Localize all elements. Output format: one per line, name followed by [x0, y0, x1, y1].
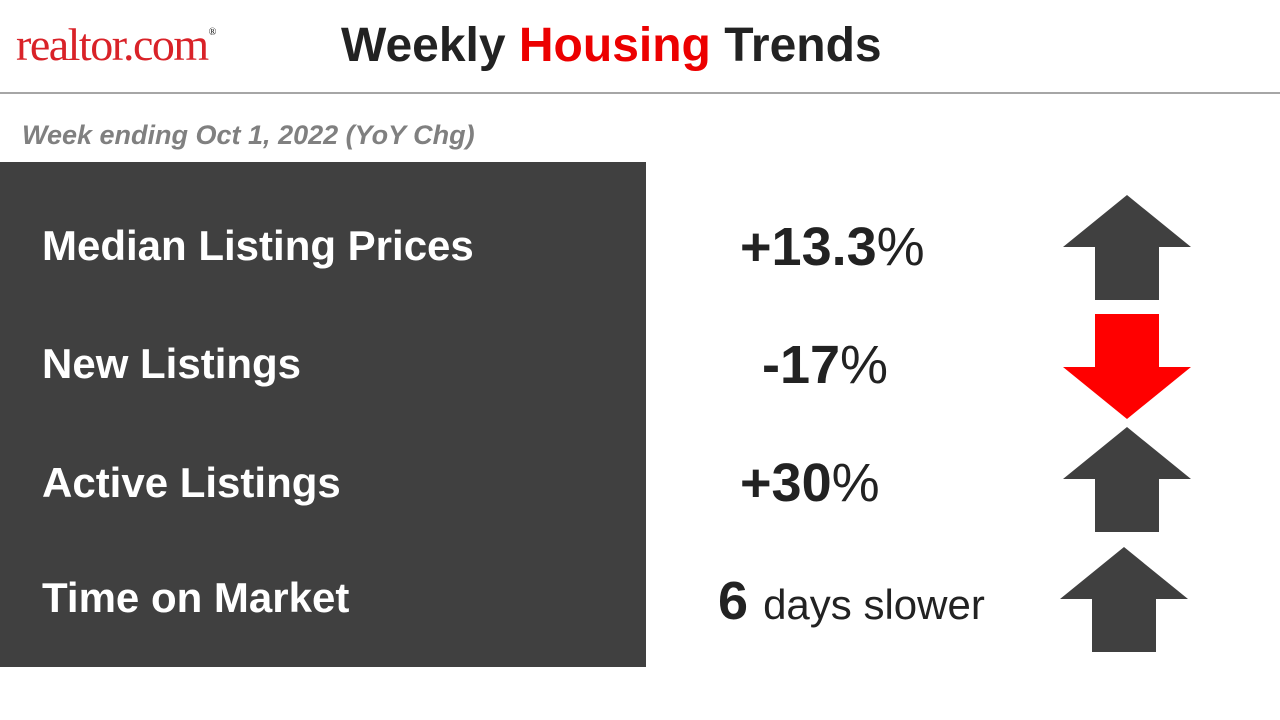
metric-value-time-on-market: 6 days slower — [718, 570, 985, 632]
realtor-logo: realtor.com® — [16, 19, 217, 70]
title-highlight: Housing — [518, 19, 711, 72]
metric-label-time-on-market: Time on Market — [42, 574, 350, 621]
arrow-up-icon — [1060, 547, 1188, 652]
title-part-2: Trends — [710, 19, 882, 72]
value-number: +13.3 — [740, 217, 877, 277]
value-number: 6 — [718, 571, 749, 631]
metric-label-median-listing-prices: Median Listing Prices — [42, 222, 474, 269]
arrow-up-icon — [1063, 427, 1191, 532]
metrics-label-panel — [0, 162, 646, 667]
value-number: +30 — [740, 453, 832, 513]
value-unit: % — [876, 217, 925, 277]
page-title: Weekly Housing Trends — [341, 19, 882, 73]
title-part-1: Weekly — [341, 19, 519, 72]
metric-value-median-listing-prices: +13.3% — [740, 216, 925, 278]
logo-text: realtor — [16, 19, 125, 70]
arrow-down-icon — [1063, 314, 1191, 419]
value-unit: days slower — [763, 581, 985, 628]
header-divider — [0, 92, 1280, 94]
arrow-up-icon — [1063, 195, 1191, 300]
metric-value-active-listings: +30% — [740, 452, 880, 514]
logo-registered-mark: ® — [208, 27, 217, 38]
metric-value-new-listings: -17% — [762, 334, 888, 396]
value-number: -17 — [762, 335, 841, 395]
value-unit: % — [831, 453, 880, 513]
value-unit: % — [840, 335, 889, 395]
logo-domain: .com — [123, 19, 209, 70]
week-subtitle: Week ending Oct 1, 2022 (YoY Chg) — [22, 120, 475, 150]
metric-label-active-listings: Active Listings — [42, 459, 341, 506]
metric-label-new-listings: New Listings — [42, 340, 302, 387]
